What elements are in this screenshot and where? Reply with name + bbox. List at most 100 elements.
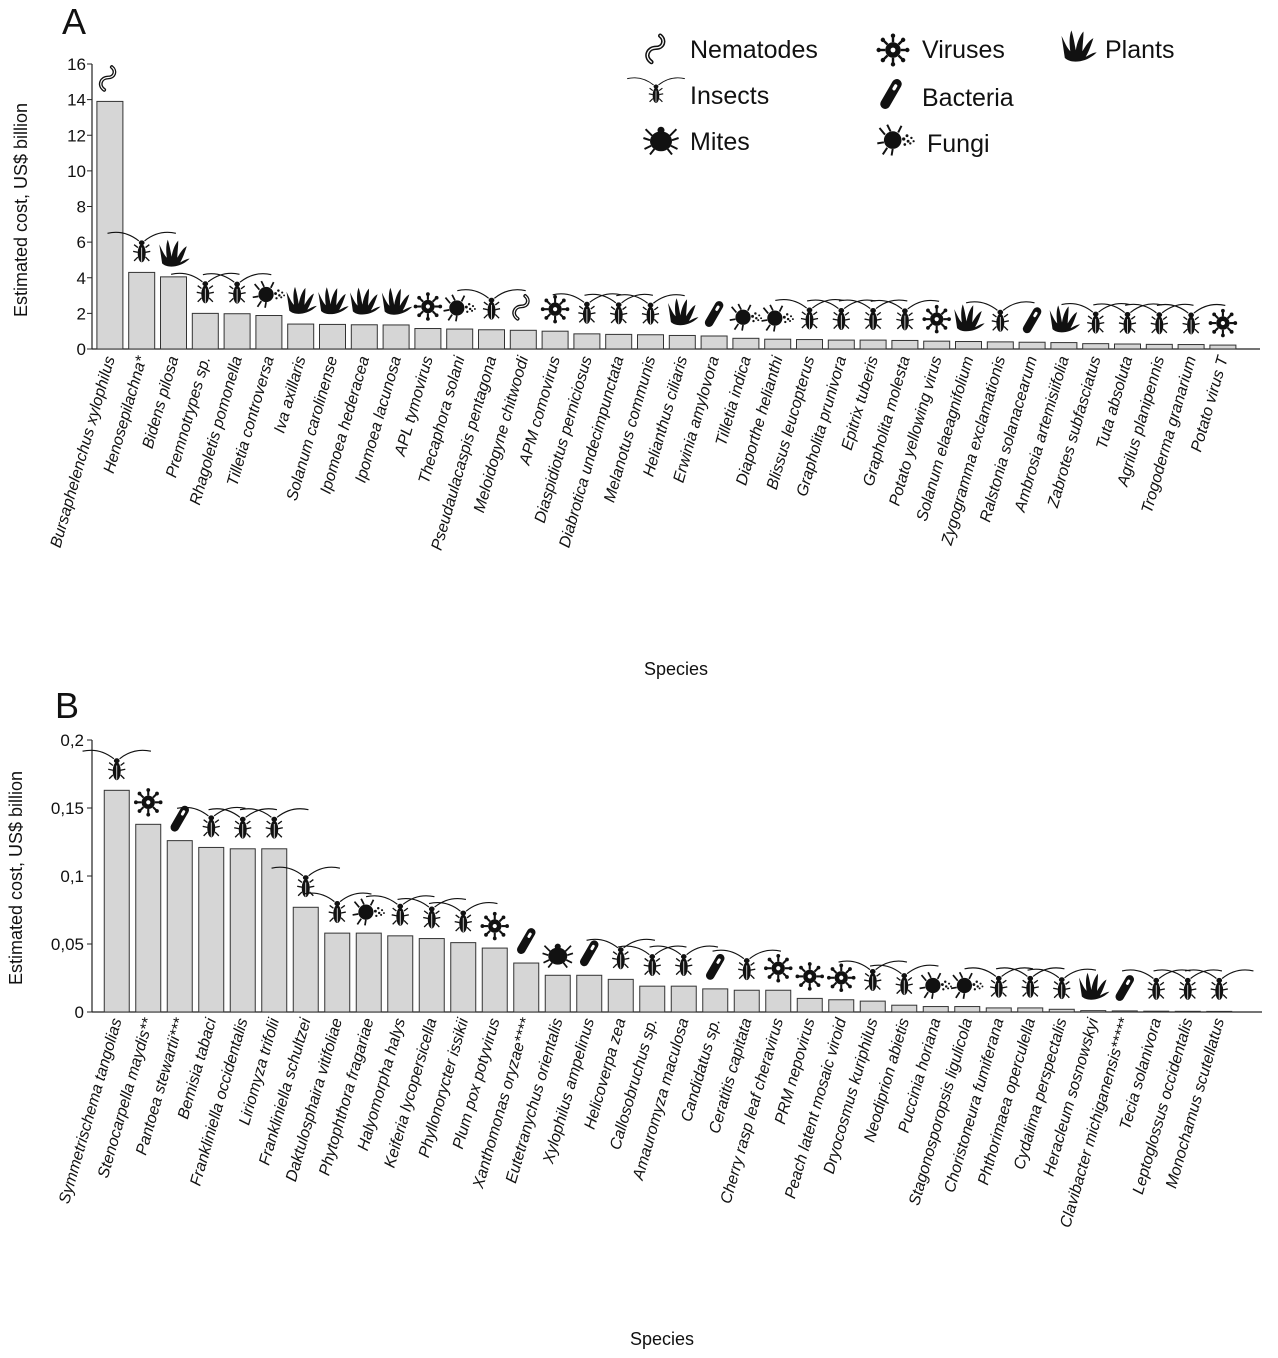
plant-icon xyxy=(350,287,381,315)
bar xyxy=(382,324,410,350)
insect-icon xyxy=(995,967,1066,999)
bar xyxy=(700,335,728,350)
bar xyxy=(191,312,219,350)
bar xyxy=(544,974,571,1013)
bar xyxy=(418,938,445,1013)
bacterium-icon xyxy=(515,926,538,956)
fungus-icon xyxy=(442,293,477,323)
bar xyxy=(1206,1010,1233,1013)
fungus-icon xyxy=(760,303,795,333)
fungus-icon xyxy=(876,123,916,157)
bar xyxy=(1048,1008,1075,1013)
bar xyxy=(355,932,382,1013)
bar xyxy=(796,997,823,1013)
panel-b-x-axis-title: Species xyxy=(630,1329,694,1349)
panel-a-y-tick-label: 2 xyxy=(77,304,86,323)
bar xyxy=(166,840,193,1013)
plant-icon xyxy=(318,287,349,315)
plant-icon xyxy=(1049,305,1081,333)
bar xyxy=(103,789,130,1013)
insect-icon xyxy=(963,967,1034,999)
bar xyxy=(319,323,346,350)
panel-a-y-tick-label: 8 xyxy=(77,198,86,217)
bar xyxy=(481,947,508,1013)
bar xyxy=(1050,342,1078,350)
fungus-icon xyxy=(251,280,286,309)
panel-a-x-axis-title: Species xyxy=(644,659,708,679)
nematode-icon xyxy=(98,65,117,92)
legend-label-plant: Plants xyxy=(1105,36,1174,64)
bar xyxy=(128,271,156,350)
panel-a-legend: Nematodes Viruses Plants Insects Bacteria Mit… xyxy=(626,30,1174,158)
panel-a-letter: A xyxy=(62,1,86,42)
bar xyxy=(955,341,982,350)
bacterium-icon xyxy=(703,299,725,329)
bar xyxy=(478,329,505,350)
bar xyxy=(1017,1007,1044,1013)
bar xyxy=(1209,344,1237,350)
panel-a-y-tick-label: 4 xyxy=(77,269,86,288)
bar xyxy=(446,328,474,350)
panel-b-y-tick-label: 0,1 xyxy=(60,867,84,886)
category-label: Iva axillaris xyxy=(271,354,309,435)
panel-a-y-tick-label: 14 xyxy=(67,91,86,110)
bar xyxy=(764,338,792,350)
bar xyxy=(1177,344,1205,350)
bar xyxy=(541,330,569,350)
bar xyxy=(954,1006,981,1013)
bar xyxy=(414,328,442,350)
panel-a-bars xyxy=(96,100,1237,350)
bar xyxy=(387,935,414,1013)
bar xyxy=(96,100,124,350)
panel-a-y-tick-label: 6 xyxy=(77,233,86,252)
insect-icon xyxy=(626,77,686,104)
bar xyxy=(1143,1010,1170,1013)
bar xyxy=(923,340,951,350)
bar xyxy=(639,985,666,1013)
virus-icon xyxy=(921,303,952,335)
bar xyxy=(1114,343,1141,350)
bar xyxy=(576,974,603,1013)
insect-icon xyxy=(239,808,310,840)
virus-icon xyxy=(1207,307,1239,339)
bacterium-icon xyxy=(1021,305,1043,335)
insect-icon xyxy=(774,298,845,331)
panel-a-y-tick-label: 10 xyxy=(67,162,86,181)
panel-a-y-tick-label: 16 xyxy=(67,55,86,74)
bar xyxy=(509,329,537,350)
plant-icon xyxy=(159,239,190,267)
bar xyxy=(702,988,729,1013)
panel-b-group-icons xyxy=(81,749,1255,1003)
bar xyxy=(765,989,792,1013)
plant-icon xyxy=(1061,30,1097,62)
mite-icon xyxy=(642,125,680,156)
bar xyxy=(859,339,887,350)
plant-icon xyxy=(668,298,699,326)
nematode-icon xyxy=(512,294,530,321)
plant-icon xyxy=(954,304,985,332)
bar xyxy=(637,334,664,350)
virus-icon xyxy=(479,910,511,942)
fungus-icon xyxy=(950,971,985,1000)
virus-icon xyxy=(412,291,444,322)
bar xyxy=(1174,1010,1201,1013)
bar xyxy=(1018,341,1046,350)
legend-label-mite: Mites xyxy=(690,128,750,156)
bar xyxy=(324,932,351,1013)
fungus-icon xyxy=(728,303,763,332)
legend-label-virus: Viruses xyxy=(922,36,1005,64)
bar xyxy=(827,339,855,350)
virus-icon xyxy=(875,32,911,68)
panel-a: A Estimated cost, US$ billion Species 0 2… xyxy=(11,1,1260,679)
bar xyxy=(668,334,696,350)
mite-icon xyxy=(541,942,574,969)
virus-icon xyxy=(132,787,164,818)
panel-b-y-tick-label: 0,15 xyxy=(51,799,84,818)
legend-label-fungus: Fungi xyxy=(927,130,990,158)
bar xyxy=(922,1006,949,1013)
virus-icon xyxy=(825,962,857,994)
bar xyxy=(828,999,855,1013)
bar xyxy=(255,315,283,350)
